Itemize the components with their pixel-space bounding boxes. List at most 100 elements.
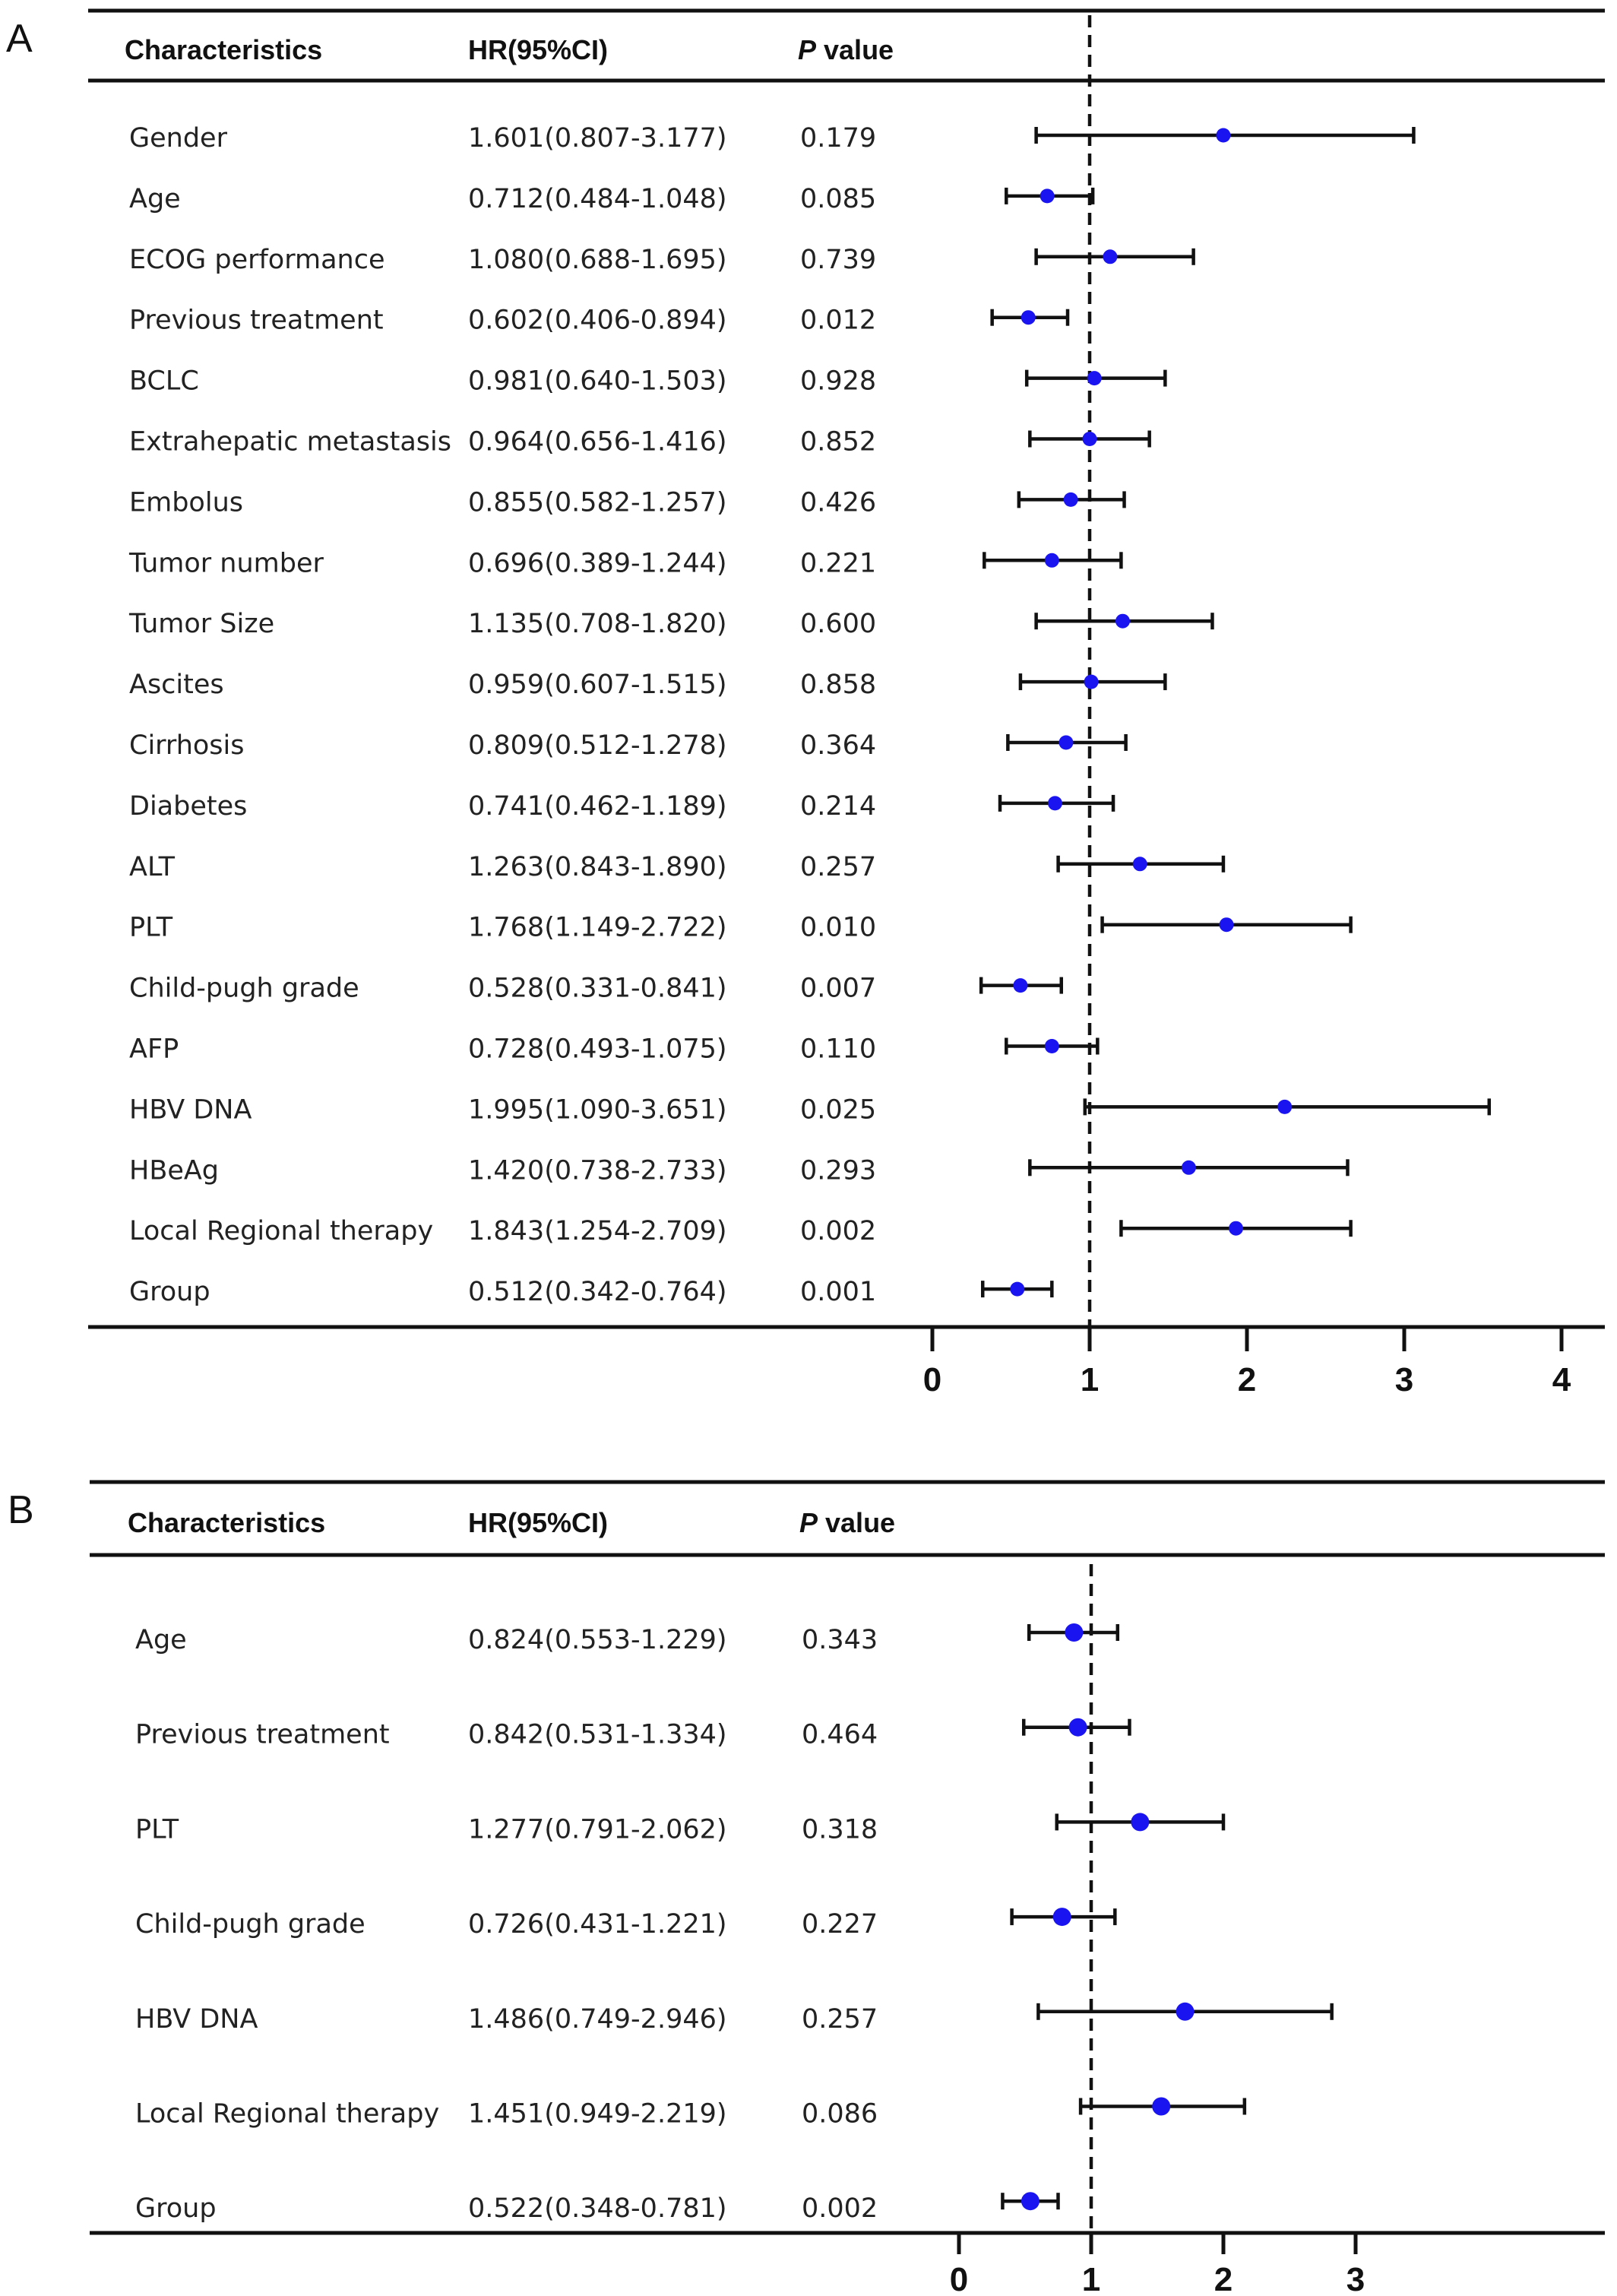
panel-a-header-p: P value bbox=[798, 34, 894, 65]
panel-a-row-hr: 0.741(0.462-1.189) bbox=[468, 791, 727, 822]
panel-a-ci-mark bbox=[1028, 1159, 1350, 1177]
panel-a-row-p: 0.110 bbox=[800, 1034, 876, 1065]
panel-a-row-hr: 1.995(1.090-3.651) bbox=[468, 1094, 727, 1125]
panel-b-tick-label: 2 bbox=[1214, 2261, 1233, 2296]
panel-a-ci-mark bbox=[1024, 369, 1167, 387]
panel-b-letter: B bbox=[8, 1488, 34, 1532]
panel-a-row-label: Group bbox=[129, 1277, 210, 1307]
panel-a-row-p: 0.085 bbox=[800, 184, 876, 214]
panel-a-row-hr: 1.768(1.149-2.722) bbox=[468, 913, 727, 943]
panel-a-row-p: 0.928 bbox=[800, 366, 876, 397]
panel-b-row-p: 0.002 bbox=[802, 2193, 878, 2224]
panel-a-ci-mark bbox=[1028, 430, 1151, 448]
panel-a-marks bbox=[979, 15, 1492, 1327]
panel-a-ci-mark bbox=[1018, 673, 1167, 691]
panel-a-row-p: 0.293 bbox=[800, 1155, 876, 1186]
panel-b-ci-mark bbox=[1022, 1718, 1131, 1737]
panel-a-ci-mark bbox=[1034, 248, 1195, 265]
panel-a-row-p: 0.002 bbox=[800, 1216, 876, 1246]
panel-a-row-label: Cirrhosis bbox=[129, 730, 245, 761]
hr-point bbox=[1058, 735, 1074, 750]
panel-a-row-label: Embolus bbox=[129, 487, 243, 518]
hr-point bbox=[1063, 492, 1078, 507]
panel-a-ci-mark bbox=[1006, 734, 1128, 751]
panel-a-row-p: 0.858 bbox=[800, 670, 876, 700]
panel-a-row-hr: 0.528(0.331-0.841) bbox=[468, 974, 727, 1004]
panel-a-ci-mark bbox=[1083, 1098, 1492, 1116]
panel-b-row-label: Previous treatment bbox=[135, 1720, 390, 1750]
panel-a-row-label: Age bbox=[129, 184, 181, 214]
panel-b-row-hr: 0.726(0.431-1.221) bbox=[468, 1909, 727, 1940]
panel-a-row-p: 0.010 bbox=[800, 913, 876, 943]
panel-b-rows: Age 0.824(0.553-1.229) 0.343 Previous treat… bbox=[135, 1625, 878, 2224]
panel-b-ci-mark bbox=[1027, 1623, 1120, 1642]
panel-b-row-hr: 1.451(0.949-2.219) bbox=[468, 2099, 727, 2130]
hr-point bbox=[1115, 613, 1130, 629]
hr-point bbox=[1087, 371, 1102, 386]
hr-point bbox=[1152, 2097, 1171, 2116]
panel-b-ci-mark bbox=[1001, 2192, 1060, 2211]
panel-a-row-hr: 1.263(0.843-1.890) bbox=[468, 852, 727, 882]
panel-a-row-label: BCLC bbox=[129, 366, 199, 397]
panel-b-ci-mark bbox=[1078, 2097, 1247, 2116]
panel-b-row-p: 0.086 bbox=[802, 2099, 878, 2130]
panel-b-ci-mark bbox=[1055, 1813, 1226, 1832]
hr-point bbox=[1216, 128, 1231, 143]
panel-b-ci-mark bbox=[1036, 2002, 1334, 2021]
panel-a-row-hr: 1.601(0.807-3.177) bbox=[468, 123, 727, 154]
panel-a-row-label: AFP bbox=[129, 1034, 179, 1065]
panel-b-header-characteristics: Characteristics bbox=[128, 1507, 325, 1538]
hr-point bbox=[1047, 796, 1062, 811]
panel-a-row-hr: 1.420(0.738-2.733) bbox=[468, 1155, 727, 1186]
panel-a-ci-mark bbox=[980, 1281, 1054, 1298]
panel-a-row-hr: 0.602(0.406-0.894) bbox=[468, 306, 727, 336]
panel-a-ci-mark bbox=[1119, 1220, 1353, 1237]
panel-a-row-p: 0.426 bbox=[800, 487, 876, 518]
panel-a-ci-mark bbox=[1034, 613, 1214, 630]
hr-point bbox=[1044, 553, 1059, 568]
panel-a-ci-mark bbox=[1034, 127, 1416, 144]
panel-a-rows: Gender 1.601(0.807-3.177) 0.179 Age 0.712(0.… bbox=[128, 123, 876, 1307]
panel-a-row-label: Extrahepatic metastasis bbox=[129, 427, 451, 458]
panel-a-row-label: PLT bbox=[129, 913, 173, 943]
panel-a-row-p: 0.214 bbox=[800, 791, 876, 822]
panel-a-row-hr: 0.981(0.640-1.503) bbox=[468, 366, 727, 397]
panel-b-row-hr: 1.277(0.791-2.062) bbox=[468, 1814, 727, 1845]
panel-a-row-label: Previous treatment bbox=[129, 306, 384, 336]
panel-b-row-p: 0.257 bbox=[802, 2004, 878, 2035]
panel-a-ci-mark bbox=[1017, 491, 1126, 508]
panel-b-row-p: 0.318 bbox=[802, 1814, 878, 1845]
panel-a-row-hr: 0.964(0.656-1.416) bbox=[468, 427, 727, 458]
panel-a-row-hr: 0.512(0.342-0.764) bbox=[468, 1277, 727, 1307]
panel-a-letter: A bbox=[6, 17, 33, 61]
panel-a-row-p: 0.221 bbox=[800, 548, 876, 578]
panel-a-row-label: Tumor number bbox=[128, 548, 324, 578]
panel-a-row-p: 0.364 bbox=[800, 730, 876, 761]
panel-a-row-p: 0.179 bbox=[800, 123, 876, 154]
hr-point bbox=[1277, 1099, 1293, 1114]
hr-point bbox=[1044, 1039, 1059, 1053]
panel-b-header-p: P value bbox=[799, 1507, 895, 1538]
panel-b-header-hr: HR(95%CI) bbox=[468, 1507, 608, 1538]
panel-a-row-label: Diabetes bbox=[129, 791, 247, 822]
panel-a-row-p: 0.025 bbox=[800, 1094, 876, 1125]
panel-a-row-hr: 0.728(0.493-1.075) bbox=[468, 1034, 727, 1065]
panel-a-ci-mark bbox=[1005, 1037, 1100, 1055]
hr-point bbox=[1021, 310, 1036, 325]
panel-a-tick-label: 0 bbox=[923, 1361, 941, 1398]
panel-b-row-label: Age bbox=[135, 1625, 187, 1655]
panel-a-row-hr: 1.843(1.254-2.709) bbox=[468, 1216, 727, 1246]
panel-b-tick-label: 0 bbox=[950, 2261, 968, 2296]
hr-point bbox=[1082, 432, 1097, 446]
panel-a-row-p: 0.012 bbox=[800, 306, 876, 336]
hr-point bbox=[1131, 1813, 1150, 1832]
panel-b-ci-mark bbox=[1010, 1908, 1117, 1927]
hr-point bbox=[1040, 188, 1055, 204]
panel-b-row-hr: 0.522(0.348-0.781) bbox=[468, 2193, 727, 2224]
hr-point bbox=[1181, 1160, 1196, 1175]
panel-a-row-p: 0.007 bbox=[800, 974, 876, 1004]
panel-b-ticks: 0 1 2 3 bbox=[950, 2233, 1365, 2296]
panel-a-row-hr: 0.809(0.512-1.278) bbox=[468, 730, 727, 761]
panel-a-row-p: 0.739 bbox=[800, 245, 876, 275]
panel-a-row-hr: 1.080(0.688-1.695) bbox=[468, 245, 727, 275]
